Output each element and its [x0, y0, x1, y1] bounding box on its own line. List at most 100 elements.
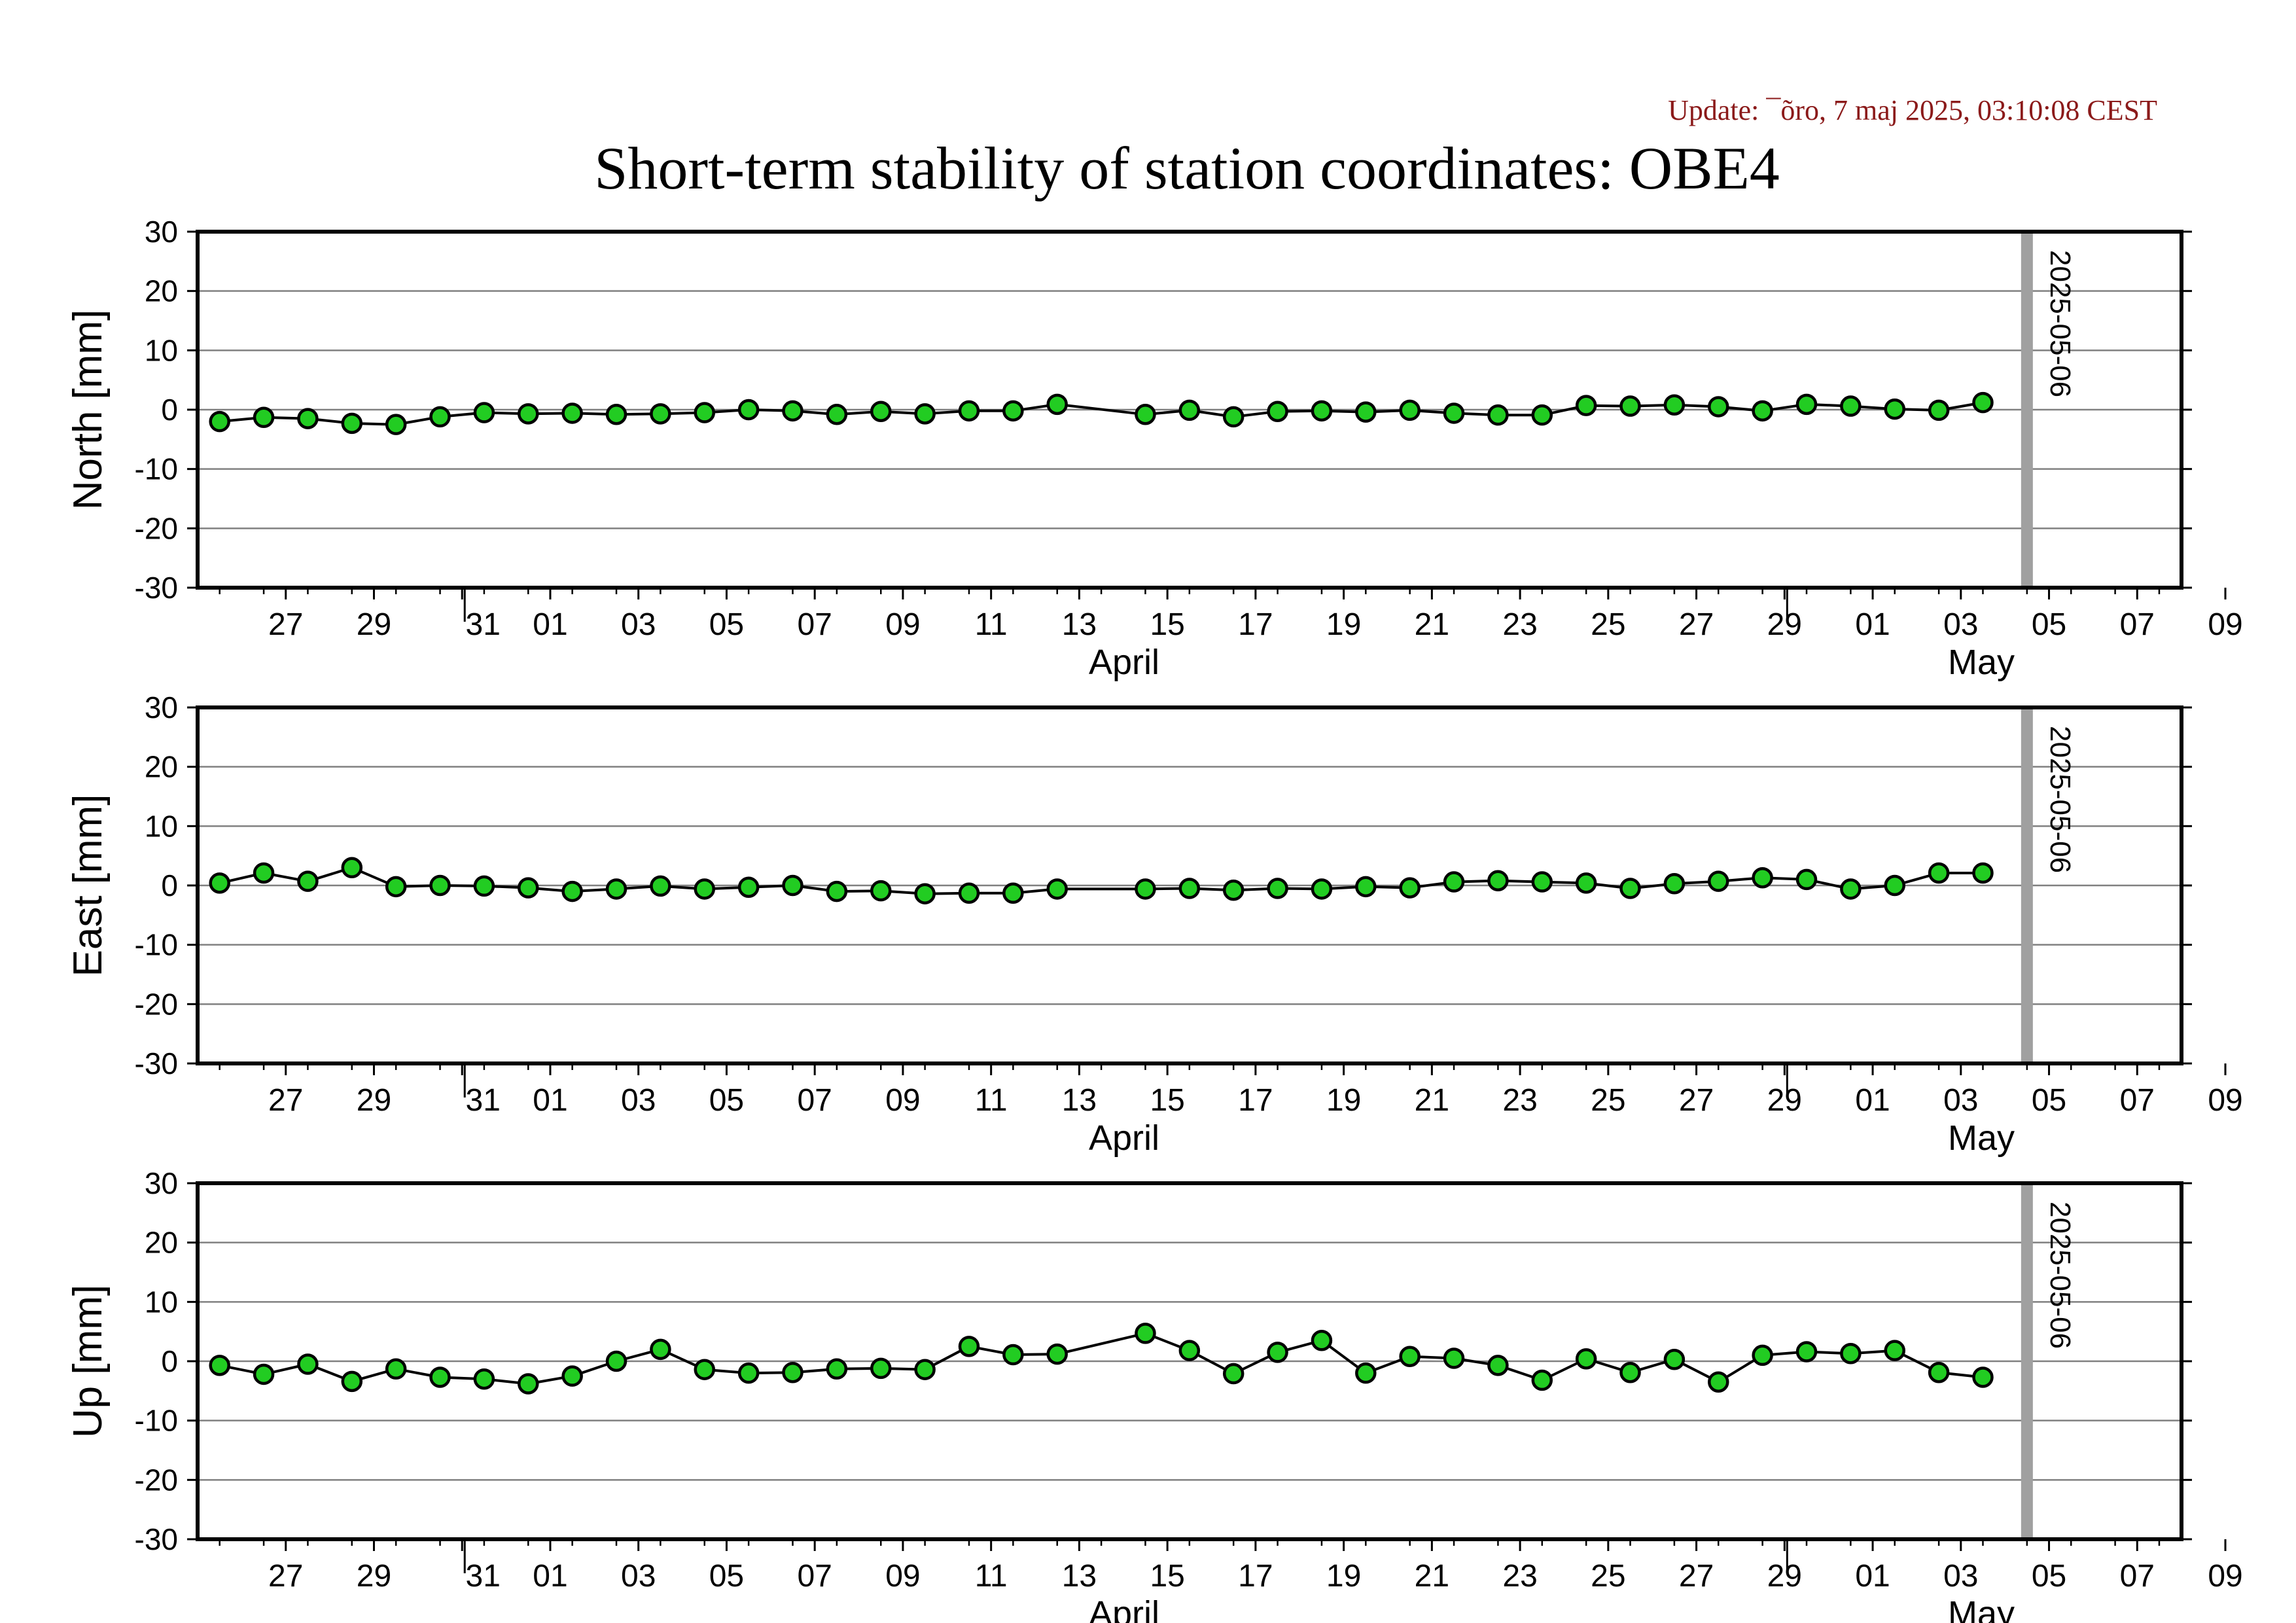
x-tick-label: 11	[975, 1559, 1008, 1594]
x-tick-label: 27	[268, 1559, 303, 1594]
data-point	[561, 1365, 583, 1387]
y-tick-label: -20	[135, 511, 178, 545]
data-point	[605, 1350, 627, 1372]
data-point	[1046, 878, 1068, 900]
data-point	[958, 882, 980, 904]
data-point	[297, 1353, 319, 1375]
x-tick-label: 15	[1150, 607, 1184, 642]
x-tick-label: 27	[268, 1083, 303, 1118]
data-point	[1487, 870, 1509, 891]
x-tick-label: 09	[885, 1083, 920, 1118]
y-tick-label: 20	[145, 1226, 178, 1260]
data-point	[1487, 1355, 1509, 1376]
data-point	[958, 400, 980, 422]
x-tick-label: 17	[1238, 1083, 1273, 1118]
x-tick-label: 09	[2208, 607, 2242, 642]
data-point	[1002, 1344, 1024, 1366]
data-point	[253, 406, 275, 429]
chart-panels: 2025-05-06 30 20 10 0 -10 -20 -30 North [mm] 27 29…	[65, 215, 2243, 1623]
data-point	[429, 874, 451, 897]
x-tick-label: 21	[1415, 607, 1449, 642]
data-point	[1002, 882, 1024, 904]
y-tick-label: -20	[135, 987, 178, 1021]
x-tick-label: 05	[2032, 607, 2066, 642]
x-tick-label: 05	[709, 607, 744, 642]
data-point	[209, 410, 230, 433]
data-point	[650, 1338, 671, 1361]
x-tick-label: 09	[885, 1559, 920, 1594]
data-point	[1884, 1340, 1905, 1361]
x-tick-label: 01	[533, 607, 567, 642]
x-tick-label: 17	[1238, 607, 1273, 642]
data-point	[1046, 1343, 1068, 1365]
month-label: May	[1948, 1118, 2015, 1158]
x-tick-label: 23	[1502, 1083, 1537, 1118]
y-tick-label: -20	[135, 1463, 178, 1497]
x-tick-label: 21	[1415, 1083, 1449, 1118]
month-label: May	[1948, 643, 2015, 682]
data-point	[1487, 404, 1509, 426]
data-point	[297, 870, 319, 892]
y-axis-label: North [mm]	[65, 310, 111, 510]
data-point	[1884, 874, 1905, 897]
x-tick-label: 25	[1591, 1083, 1625, 1118]
y-axis-label: East [mm]	[65, 794, 111, 976]
data-point	[1046, 393, 1068, 416]
x-tick-label: 19	[1326, 1083, 1361, 1118]
data-point	[518, 1373, 539, 1395]
data-point	[429, 1366, 451, 1388]
data-point	[870, 401, 892, 422]
data-point	[1267, 401, 1288, 422]
data-point	[1708, 1371, 1729, 1393]
data-point	[1619, 878, 1641, 899]
x-tick-label: 25	[1591, 607, 1625, 642]
month-label: April	[1089, 1594, 1159, 1623]
data-point	[1928, 1361, 1950, 1383]
data-point	[650, 875, 671, 897]
data-point	[1708, 870, 1729, 892]
x-tick-label: 07	[797, 607, 832, 642]
data-point	[1399, 399, 1421, 421]
x-tick-label: 15	[1150, 1559, 1184, 1594]
x-tick-label: 11	[975, 607, 1008, 642]
month-label: April	[1089, 643, 1159, 682]
data-point	[1178, 878, 1201, 899]
data-point	[1663, 1349, 1686, 1370]
data-point	[561, 880, 583, 902]
date-marker-label: 2025-05-06	[2044, 726, 2076, 873]
x-tick-label: 03	[621, 1083, 656, 1118]
x-tick-label: 05	[2032, 1083, 2066, 1118]
data-point	[914, 1359, 936, 1380]
date-marker-band	[2021, 232, 2033, 588]
x-tick-label: 27	[1679, 1559, 1714, 1594]
y-tick-label: 10	[145, 809, 178, 843]
data-point	[1752, 1344, 1773, 1366]
panel-0: 2025-05-06 30 20 10 0 -10 -20 -30 North [mm] 27 29…	[65, 215, 2243, 682]
data-point	[1752, 866, 1773, 889]
data-point	[958, 1336, 980, 1357]
data-point	[1575, 1348, 1597, 1370]
data-point	[385, 414, 407, 435]
y-axis-label: Up [mm]	[65, 1285, 111, 1438]
x-tick-label: 27	[268, 607, 303, 642]
y-tick-label: -10	[135, 928, 178, 962]
x-tick-label: 01	[1855, 1083, 1890, 1118]
data-point	[1795, 868, 1818, 891]
data-point	[1575, 872, 1597, 894]
data-point	[1178, 1340, 1201, 1361]
data-point	[1135, 404, 1156, 425]
data-point	[297, 408, 319, 429]
data-point	[1443, 402, 1465, 424]
data-point	[870, 880, 892, 902]
data-point	[914, 883, 936, 904]
data-point	[209, 872, 230, 894]
x-tick-label: 29	[357, 1559, 391, 1594]
data-point	[341, 857, 363, 879]
y-tick-label: 0	[161, 393, 178, 427]
data-point	[826, 404, 848, 425]
data-point	[737, 1362, 760, 1384]
data-point	[1663, 873, 1686, 895]
y-tick-label: 10	[145, 1285, 178, 1319]
data-point	[429, 406, 451, 428]
x-tick-label: 29	[1767, 1559, 1802, 1594]
